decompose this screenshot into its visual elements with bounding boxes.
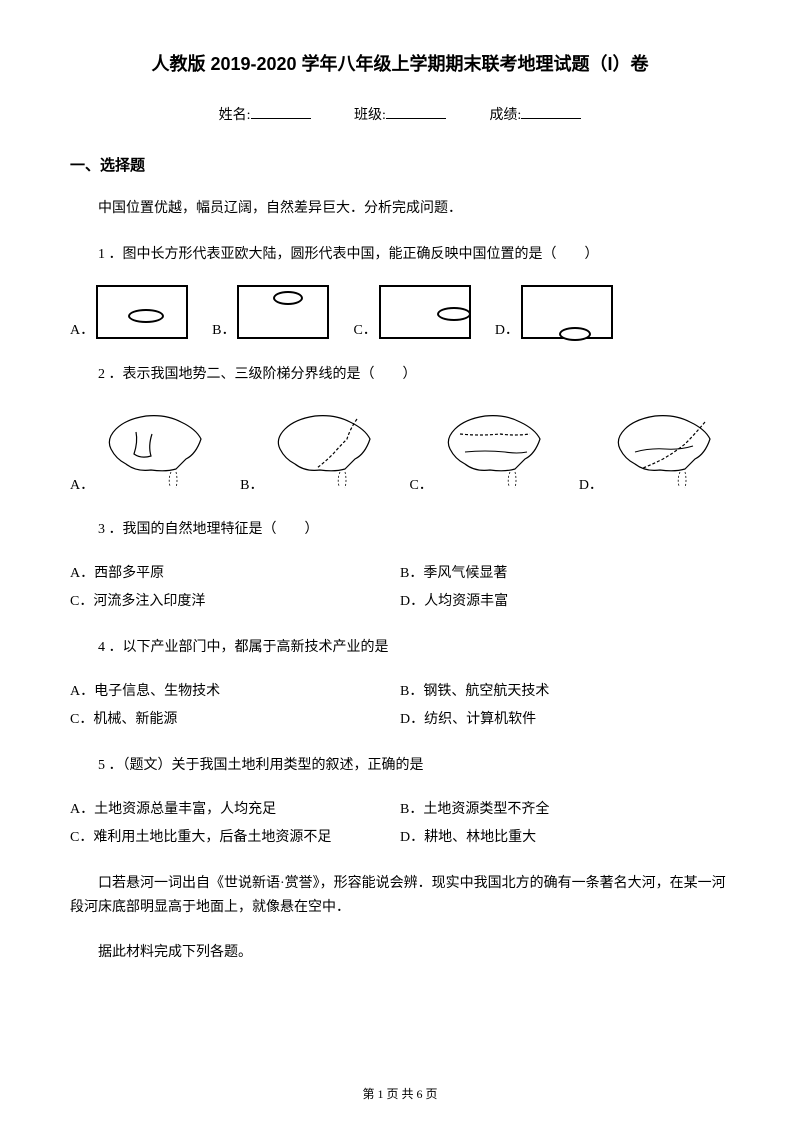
option-label: C． [409, 474, 432, 494]
q3-text: 3 ．我国的自然地理特征是（ ） [70, 518, 730, 542]
rect-diagram-c [379, 285, 471, 339]
q2-options: A． B． C． D． [70, 404, 730, 494]
q2-opt-c[interactable]: C． [409, 404, 554, 494]
passage-text: 口若悬河一词出自《世说新语·赏誉》，形容能说会辨．现实中我国北方的确有一条著名大… [70, 872, 730, 920]
q2-opt-b[interactable]: B． [240, 404, 385, 494]
exam-title: 人教版 2019-2020 学年八年级上学期期末联考地理试题（I）卷 [70, 50, 730, 76]
intro-text: 中国位置优越，幅员辽阔，自然差异巨大．分析完成问题． [70, 197, 730, 221]
student-info-line: 姓名: 班级: 成绩: [70, 104, 730, 124]
q1-opt-b[interactable]: B． [212, 285, 329, 339]
q5-text: 5 ．（题文）关于我国土地利用类型的叙述，正确的是 [70, 754, 730, 778]
q4-opt-b[interactable]: B．钢铁、航空航天技术 [400, 678, 730, 706]
option-label: B． [240, 474, 263, 494]
q3-options: A．西部多平原 B．季风气候显著 C．河流多注入印度洋 D．人均资源丰富 [70, 560, 730, 616]
q2-opt-d[interactable]: D． [579, 404, 725, 494]
option-label: A． [70, 474, 94, 494]
option-label: C． [353, 319, 376, 339]
china-map-b [265, 404, 385, 494]
oval-a [128, 309, 164, 323]
option-label: D． [579, 474, 603, 494]
q4-options: A．电子信息、生物技术 B．钢铁、航空航天技术 C．机械、新能源 D．纺织、计算… [70, 678, 730, 734]
name-blank[interactable] [251, 118, 311, 119]
class-label: 班级: [354, 108, 386, 123]
q4-opt-a[interactable]: A．电子信息、生物技术 [70, 678, 400, 706]
q1-opt-a[interactable]: A． [70, 285, 188, 339]
q4-opt-c[interactable]: C．机械、新能源 [70, 706, 400, 734]
q5-opt-c[interactable]: C．难利用土地比重大，后备土地资源不足 [70, 824, 400, 852]
class-blank[interactable] [386, 118, 446, 119]
name-label: 姓名: [219, 108, 251, 123]
option-label: D． [495, 319, 519, 339]
china-map-d [605, 404, 725, 494]
q5-opt-a[interactable]: A．土地资源总量丰富，人均充足 [70, 796, 400, 824]
q5-options: A．土地资源总量丰富，人均充足 B．土地资源类型不齐全 C．难利用土地比重大，后… [70, 796, 730, 852]
oval-b [273, 291, 303, 305]
q4-text: 4 ．以下产业部门中，都属于高新技术产业的是 [70, 636, 730, 660]
score-label: 成绩: [489, 108, 521, 123]
q2-text: 2 ．表示我国地势二、三级阶梯分界线的是（ ） [70, 363, 730, 387]
page-footer: 第 1 页 共 6 页 [0, 1085, 800, 1102]
q1-opt-d[interactable]: D． [495, 285, 613, 339]
q2-opt-a[interactable]: A． [70, 404, 216, 494]
q5-opt-b[interactable]: B．土地资源类型不齐全 [400, 796, 730, 824]
china-map-a [96, 404, 216, 494]
score-blank[interactable] [521, 118, 581, 119]
q1-options: A． B． C． D． [70, 285, 730, 339]
q3-opt-a[interactable]: A．西部多平原 [70, 560, 400, 588]
q4-opt-d[interactable]: D．纺织、计算机软件 [400, 706, 730, 734]
option-label: B． [212, 319, 235, 339]
q1-opt-c[interactable]: C． [353, 285, 470, 339]
oval-c [437, 307, 471, 321]
q1-text: 1 ．图中长方形代表亚欧大陆，圆形代表中国，能正确反映中国位置的是（ ） [70, 243, 730, 267]
oval-d [559, 327, 591, 341]
option-label: A． [70, 319, 94, 339]
china-map-c [435, 404, 555, 494]
q3-opt-c[interactable]: C．河流多注入印度洋 [70, 588, 400, 616]
rect-diagram-d [521, 285, 613, 339]
rect-diagram-a [96, 285, 188, 339]
q5-opt-d[interactable]: D．耕地、林地比重大 [400, 824, 730, 852]
q3-opt-b[interactable]: B．季风气候显著 [400, 560, 730, 588]
passage-followup: 据此材料完成下列各题。 [70, 941, 730, 965]
q3-opt-d[interactable]: D．人均资源丰富 [400, 588, 730, 616]
section-title: 一、选择题 [70, 154, 730, 175]
rect-diagram-b [237, 285, 329, 339]
